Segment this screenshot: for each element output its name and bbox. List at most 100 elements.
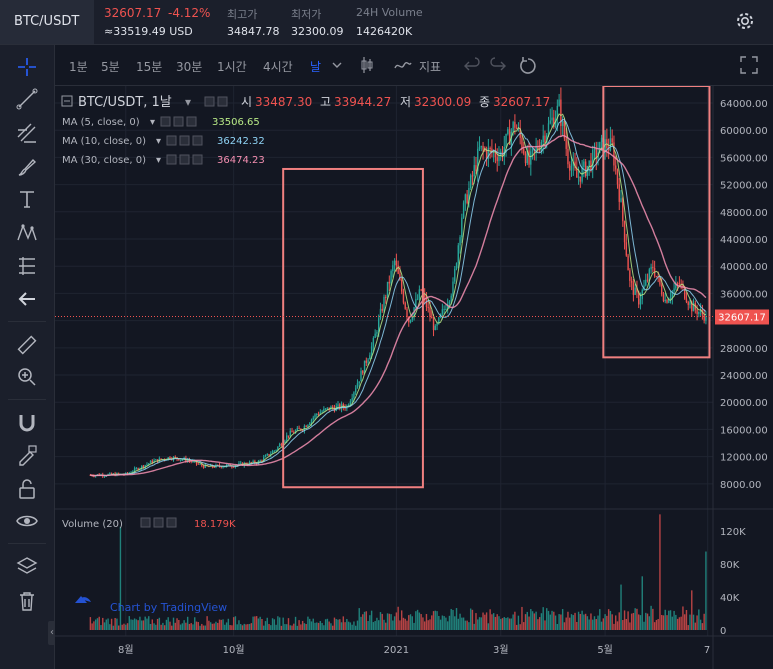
close-icon[interactable] xyxy=(166,517,177,528)
candle-body xyxy=(579,176,582,182)
pair-tab[interactable]: BTC/USDT xyxy=(0,0,94,44)
indicators-label[interactable]: 지표 xyxy=(419,60,442,74)
volume-bar xyxy=(240,624,242,630)
candle-body xyxy=(682,284,684,287)
prediction-icon[interactable] xyxy=(15,254,39,278)
candle-body xyxy=(592,150,594,171)
volume-bar xyxy=(367,620,369,630)
fib-tools-icon[interactable] xyxy=(15,121,39,145)
candle-body xyxy=(271,451,274,454)
fullscreen-icon[interactable] xyxy=(739,55,759,75)
volume-bar xyxy=(491,614,493,630)
candle-body xyxy=(284,440,286,444)
volume-bar xyxy=(110,618,113,630)
gear-icon[interactable] xyxy=(734,10,756,32)
volume-bar xyxy=(446,621,449,630)
timeframe-15m[interactable]: 15분 xyxy=(136,60,163,74)
chevron-down-icon[interactable] xyxy=(331,55,343,75)
zoom-in-icon[interactable] xyxy=(15,365,39,389)
candle-body xyxy=(659,276,661,285)
tradingview-watermark[interactable]: Chart by TradingView xyxy=(110,601,227,614)
volume-bar xyxy=(312,618,314,630)
ma10-value: 36242.32 xyxy=(217,136,265,147)
volume-bar xyxy=(176,618,178,630)
candle-body xyxy=(126,472,129,474)
candle-body xyxy=(390,271,392,284)
back-arrow-icon[interactable] xyxy=(15,287,39,311)
candle-body xyxy=(503,146,505,157)
text-icon[interactable] xyxy=(15,187,39,211)
candle-body xyxy=(135,468,138,470)
eye-toggle-icon[interactable] xyxy=(166,135,177,146)
magnet-icon[interactable] xyxy=(15,411,39,435)
timeframe-5m[interactable]: 5분 xyxy=(101,60,120,74)
high-label-legend: 고 xyxy=(320,95,331,109)
settings-icon[interactable] xyxy=(179,135,190,146)
volume-bar xyxy=(186,616,189,630)
close-icon[interactable] xyxy=(186,116,197,127)
settings-icon[interactable] xyxy=(173,116,184,127)
price-tick-label: 56000.00 xyxy=(720,153,768,164)
eye-toggle-icon[interactable] xyxy=(140,517,151,528)
volume-bar xyxy=(678,617,681,630)
volume-bar xyxy=(238,620,240,630)
volume-bar xyxy=(705,551,707,630)
close-icon[interactable] xyxy=(192,154,203,165)
price-chart[interactable]: 64000.00 60000.00 56000.00 52000.00 48000.00… xyxy=(55,86,773,669)
trash-icon[interactable] xyxy=(15,589,39,613)
ruler-icon[interactable] xyxy=(15,333,39,357)
timeframe-4h[interactable]: 4시간 xyxy=(263,60,293,74)
volume-bar xyxy=(369,615,371,630)
crosshair-icon[interactable] xyxy=(15,55,39,79)
pattern-icon[interactable] xyxy=(15,221,39,245)
layers-icon[interactable] xyxy=(15,555,39,579)
trend-line-icon[interactable] xyxy=(15,87,39,111)
candle-body xyxy=(392,265,394,272)
candles-icon[interactable] xyxy=(357,55,377,75)
settings-icon[interactable] xyxy=(179,154,190,165)
volume-bar xyxy=(117,625,120,630)
chevron-down-icon[interactable]: ▾ xyxy=(156,136,161,147)
reset-icon[interactable] xyxy=(517,55,539,75)
eye-toggle-icon[interactable] xyxy=(160,116,171,127)
close-icon[interactable] xyxy=(192,135,203,146)
candle-body xyxy=(496,157,498,162)
timeframe-day[interactable]: 날 xyxy=(310,60,322,74)
timeframe-1h[interactable]: 1시간 xyxy=(217,60,247,74)
candle-body xyxy=(636,287,638,293)
candle-body xyxy=(468,187,470,204)
collapse-legend-icon[interactable] xyxy=(61,95,73,107)
volume-bar xyxy=(250,623,253,630)
legend-dropdown-icon[interactable]: ▾ xyxy=(185,95,191,109)
lock-drawing-icon[interactable] xyxy=(15,443,39,467)
candle-body xyxy=(643,285,645,291)
volume-bar xyxy=(307,616,309,630)
candle-body xyxy=(524,153,527,164)
volume-bar xyxy=(197,622,199,630)
volume-bar xyxy=(680,616,682,630)
indicators-icon[interactable] xyxy=(393,55,413,75)
timeframe-1m[interactable]: 1분 xyxy=(69,60,88,74)
volume-bar xyxy=(648,616,651,630)
collapse-sidebar-button[interactable]: ‹ xyxy=(48,621,56,645)
volume-bar xyxy=(450,608,452,630)
price-tick-label: 52000.00 xyxy=(720,181,768,192)
chevron-down-icon[interactable]: ▾ xyxy=(150,117,155,128)
undo-icon[interactable] xyxy=(463,55,481,75)
timeframe-30m[interactable]: 30분 xyxy=(176,60,203,74)
volume-axis: 120K 80K 40K 0 xyxy=(720,527,746,637)
eye-icon[interactable] xyxy=(15,509,39,533)
redo-icon[interactable] xyxy=(489,55,507,75)
eye-toggle-icon[interactable] xyxy=(204,96,215,107)
unlock-icon[interactable] xyxy=(15,477,39,501)
brush-icon[interactable] xyxy=(15,155,39,179)
volume-bar xyxy=(505,617,507,630)
low-value-legend: 32300.09 xyxy=(414,95,471,109)
eye-toggle-icon[interactable] xyxy=(166,154,177,165)
candle-body xyxy=(337,404,339,407)
settings-icon[interactable] xyxy=(217,96,228,107)
settings-icon[interactable] xyxy=(153,517,164,528)
chevron-down-icon[interactable]: ▾ xyxy=(156,155,161,166)
volume-bar xyxy=(174,622,176,630)
volume-bar xyxy=(616,621,619,630)
